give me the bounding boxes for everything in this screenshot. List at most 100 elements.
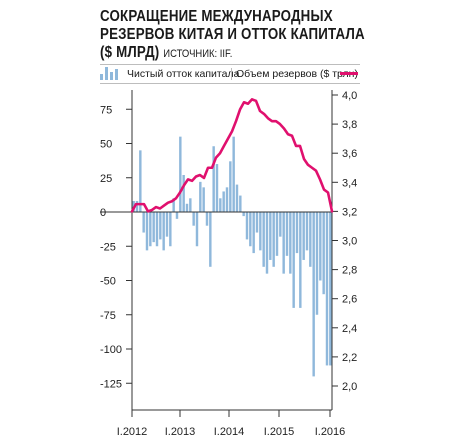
x-tick-label: I.2016 xyxy=(315,426,346,438)
bar-outflow xyxy=(202,187,205,212)
y-left-tick-label: -100 xyxy=(100,344,122,356)
bar-outflow xyxy=(169,212,172,247)
bar-outflow xyxy=(135,201,139,212)
bar-outflow xyxy=(292,212,295,308)
x-tick-label: I.2015 xyxy=(264,426,295,438)
y-right-tick-label: 2,6 xyxy=(342,294,357,306)
legend-bars-label: Чистый отток капитала xyxy=(127,68,240,80)
x-tick-label: I.2014 xyxy=(214,426,245,438)
bar-outflow xyxy=(219,198,222,212)
bar-outflow xyxy=(199,181,202,212)
bar-outflow xyxy=(289,212,292,274)
y-right-tick-label: 2,8 xyxy=(342,265,357,277)
bar-outflow xyxy=(229,161,232,212)
bar-outflow xyxy=(272,212,275,267)
bar-outflow xyxy=(225,187,229,212)
bar-outflow xyxy=(159,212,162,240)
bar-outflow xyxy=(262,212,265,267)
y-right-tick-label: 3,0 xyxy=(342,236,357,248)
legend-bars-swatch xyxy=(100,67,120,80)
bar-outflow xyxy=(315,212,319,315)
legend-line-swatch xyxy=(340,72,358,75)
bar-outflow xyxy=(319,212,322,281)
y-left-tick-label: 25 xyxy=(100,173,112,185)
bar-outflow xyxy=(265,212,269,274)
bar-outflow xyxy=(149,212,152,247)
y-right-tick-label: 2,0 xyxy=(342,381,357,393)
legend-divider xyxy=(231,68,232,80)
bar-outflow xyxy=(245,212,249,240)
title-line-3: ($ МЛРД) ИСТОЧНИК: IIF. xyxy=(100,44,401,63)
bar-outflow xyxy=(195,212,199,247)
bar-outflow xyxy=(325,212,329,366)
bars-group xyxy=(132,136,332,377)
bar-outflow xyxy=(192,212,195,226)
bar-outflow xyxy=(179,136,182,212)
bar-outflow xyxy=(205,212,209,226)
bar-outflow xyxy=(155,212,159,247)
bar-outflow xyxy=(165,212,169,237)
bar-outflow xyxy=(172,198,175,212)
series-line-reserves xyxy=(130,98,334,213)
legend: Чистый отток капитала Объем резервов ($ … xyxy=(100,64,360,84)
y-left-tick-label: 50 xyxy=(100,139,112,151)
bar-outflow xyxy=(252,212,255,254)
bar-outflow xyxy=(212,146,215,212)
bar-outflow xyxy=(215,164,219,212)
bar-outflow xyxy=(175,212,179,219)
bar-outflow xyxy=(185,203,189,212)
bar-outflow xyxy=(209,212,212,267)
y-right-tick-label: 2,2 xyxy=(342,352,357,364)
bar-outflow xyxy=(255,212,259,233)
y-left-tick-label: 0 xyxy=(100,207,106,219)
x-tick-label: I.2012 xyxy=(117,426,148,438)
source-note: ИСТОЧНИК: IIF. xyxy=(163,48,233,60)
bar-outflow xyxy=(152,212,155,243)
bar-outflow xyxy=(285,212,289,256)
title-unit: ($ МЛРД) xyxy=(100,44,160,61)
y-right-tick-label: 3,6 xyxy=(342,148,357,160)
y-left-tick-label: -50 xyxy=(100,276,116,288)
axes-group xyxy=(100,90,338,417)
bar-outflow xyxy=(249,212,252,247)
bar-outflow xyxy=(142,212,145,233)
bar-outflow xyxy=(242,212,245,217)
ticks-group: 75 50 25 0 -25 -50 -75 -100 -125 4,0 3,8 3,6 3,4 3,2 3… xyxy=(100,90,357,438)
bar-outflow xyxy=(322,212,325,295)
bar-outflow xyxy=(145,212,149,251)
bar-outflow xyxy=(269,212,272,260)
chart-title: СОКРАЩЕНИЕ МЕЖДУНАРОДНЫХ РЕЗЕРВОВ КИТАЯ … xyxy=(100,8,401,63)
bar-outflow xyxy=(295,212,299,254)
y-right-tick-label: 4,0 xyxy=(342,90,357,102)
bar-outflow xyxy=(279,212,282,237)
y-right-tick-label: 3,4 xyxy=(342,177,357,189)
x-tick-label: I.2013 xyxy=(165,426,196,438)
bar-outflow xyxy=(282,212,285,274)
y-right-tick-label: 3,2 xyxy=(342,206,357,218)
bar-outflow xyxy=(222,191,225,212)
bar-outflow xyxy=(305,212,309,251)
bar-outflow xyxy=(139,150,142,212)
bar-outflow xyxy=(189,198,192,212)
bar-outflow xyxy=(309,212,312,267)
legend-line-label: Объем резервов ($ трлн) xyxy=(236,68,358,80)
bar-outflow xyxy=(239,195,242,212)
bar-outflow xyxy=(312,212,315,377)
y-left-tick-label: -125 xyxy=(100,378,122,390)
bar-outflow xyxy=(259,212,262,251)
bar-outflow xyxy=(235,184,239,212)
bar-outflow xyxy=(299,212,302,308)
title-line-2: РЕЗЕРВОВ КИТАЯ И ОТТОК КАПИТАЛА xyxy=(100,26,365,43)
y-right-tick-label: 2,4 xyxy=(342,323,357,335)
y-right-tick-label: 3,8 xyxy=(342,119,357,131)
y-left-tick-label: -75 xyxy=(100,310,116,322)
bar-outflow xyxy=(182,175,185,212)
bar-outflow xyxy=(302,212,305,260)
title-line-1: СОКРАЩЕНИЕ МЕЖДУНАРОДНЫХ xyxy=(100,8,333,25)
bar-outflow xyxy=(232,136,235,212)
bar-outflow xyxy=(162,212,165,251)
bar-outflow xyxy=(275,212,279,256)
bar-outflow xyxy=(329,212,332,366)
